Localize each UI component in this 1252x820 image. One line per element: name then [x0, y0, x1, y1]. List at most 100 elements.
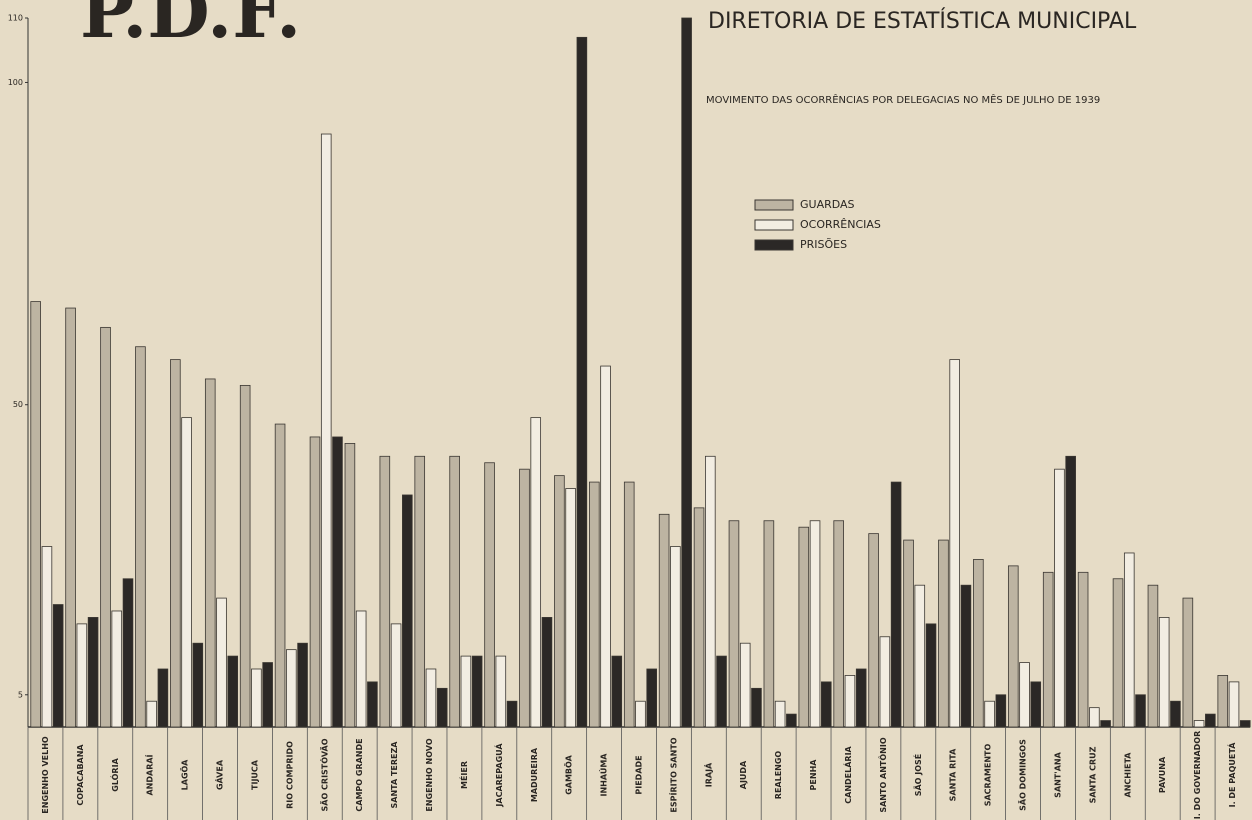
- x-tick-label: ANCHIETA: [1123, 752, 1132, 798]
- bar: [41, 546, 53, 728]
- chart-title: DIRETORIA DE ESTATÍSTICA MUNICIPAL: [708, 8, 1137, 34]
- bar: [122, 578, 134, 728]
- bar: [809, 520, 821, 728]
- bar: [1019, 662, 1030, 728]
- bar: [693, 507, 705, 728]
- x-tick-label: ENGENHO NOVO: [425, 738, 434, 812]
- x-tick-label: INHAÚMA: [598, 753, 609, 797]
- bar: [227, 655, 239, 728]
- legend-swatch: [754, 199, 794, 211]
- bar: [763, 520, 775, 728]
- bar: [1042, 571, 1054, 728]
- x-tick-label: I. DE PAQUETÁ: [1226, 742, 1237, 808]
- legend-label: OCORRÊNCIAS: [800, 218, 881, 231]
- bar: [471, 655, 483, 728]
- bar: [297, 642, 308, 728]
- bar: [460, 655, 472, 728]
- x-tick-label: SÃO CRISTÓVÃO: [318, 738, 329, 811]
- bar: [890, 481, 902, 728]
- bar: [1158, 617, 1170, 728]
- bar: [111, 610, 123, 728]
- legend-swatch: [754, 219, 794, 231]
- bar: [1170, 700, 1181, 728]
- bar: [76, 623, 88, 728]
- legend-label: PRISÕES: [800, 238, 847, 251]
- bar: [925, 623, 937, 728]
- bar: [262, 662, 273, 728]
- bar: [181, 417, 192, 728]
- bar: [554, 475, 565, 728]
- bar: [728, 520, 740, 728]
- bar: [1077, 571, 1089, 728]
- x-tick-label: SANTA CRUZ: [1088, 746, 1097, 803]
- bar: [1054, 468, 1065, 728]
- x-tick-label: CANDELÁRIA: [842, 745, 853, 803]
- x-tick-label: GLÓRIA: [109, 757, 120, 791]
- x-tick-label: IRAJÁ: [702, 762, 713, 787]
- x-tick-label: ESPÍRITO SANTO: [667, 737, 678, 812]
- bar: [1112, 578, 1124, 728]
- bar: [705, 455, 716, 728]
- bar: [402, 494, 413, 728]
- bar: [355, 610, 367, 728]
- bar: [1135, 694, 1146, 728]
- bar: [938, 539, 949, 728]
- x-tick-label: COPACABANA: [76, 744, 85, 806]
- bar: [320, 133, 332, 728]
- bar: [332, 436, 343, 728]
- y-tick-label: 5: [18, 690, 23, 699]
- x-tick-label: PAVUNA: [1158, 756, 1167, 793]
- bar: [484, 462, 495, 728]
- bar: [146, 700, 157, 728]
- x-tick-label: ENGENHO VELHO: [41, 736, 50, 814]
- bar: [1193, 720, 1205, 728]
- x-tick-label: REALENGO: [774, 751, 783, 800]
- bar: [1100, 720, 1111, 728]
- bar: [390, 623, 402, 728]
- bar: [1217, 675, 1229, 728]
- x-tick-label: SÃO JOSÉ: [912, 754, 923, 797]
- bar: [309, 436, 321, 728]
- y-tick-label: 100: [8, 78, 23, 87]
- bar: [681, 17, 692, 728]
- bar: [436, 687, 448, 728]
- x-tick-label: SANTO ANTÔNIO: [877, 737, 888, 813]
- bar: [1123, 552, 1135, 728]
- bar: [30, 301, 41, 728]
- x-tick-label: GAMBÔA: [563, 754, 574, 794]
- bar: [170, 359, 181, 728]
- x-tick-label: SANT'ANA: [1053, 751, 1062, 797]
- bar: [495, 655, 507, 728]
- x-tick-label: PENHA: [809, 759, 818, 791]
- legend-swatch: [754, 239, 794, 251]
- bar: [286, 649, 297, 728]
- bar: [984, 700, 995, 728]
- bar: [1205, 713, 1216, 728]
- x-tick-label: I. DO GOVERNADOR: [1193, 731, 1202, 819]
- bar: [903, 539, 914, 728]
- x-tick-label: PIEDADE: [635, 755, 644, 794]
- bar: [1065, 455, 1076, 728]
- bar: [658, 513, 670, 728]
- bar: [635, 700, 646, 728]
- bar: [774, 700, 786, 728]
- bar: [600, 365, 611, 728]
- bar: [833, 520, 844, 728]
- bar: [251, 668, 262, 728]
- bar: [135, 346, 146, 728]
- bar: [519, 468, 530, 728]
- bar: [960, 584, 972, 728]
- bar: [1147, 584, 1159, 728]
- bar: [506, 700, 518, 728]
- x-tick-label: CAMPO GRANDE: [355, 738, 364, 811]
- bar: [565, 488, 576, 728]
- x-tick-label: SACRAMENTO: [984, 744, 993, 807]
- bar: [344, 442, 356, 728]
- bar: [611, 655, 623, 728]
- x-tick-label: SÃO DOMINGOS: [1018, 739, 1028, 811]
- bar: [216, 597, 227, 728]
- bar: [844, 675, 856, 728]
- bar: [541, 617, 553, 728]
- x-tick-label: LAGÔA: [179, 759, 190, 790]
